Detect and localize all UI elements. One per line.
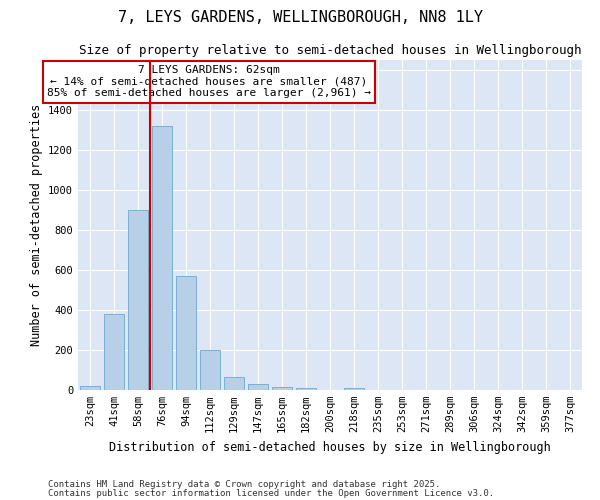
Bar — [176, 276, 196, 390]
Bar — [200, 350, 220, 390]
Bar — [296, 388, 316, 390]
Text: Contains public sector information licensed under the Open Government Licence v3: Contains public sector information licen… — [48, 488, 494, 498]
Title: Size of property relative to semi-detached houses in Wellingborough: Size of property relative to semi-detach… — [79, 44, 581, 58]
Bar — [248, 384, 268, 390]
Text: 7 LEYS GARDENS: 62sqm
← 14% of semi-detached houses are smaller (487)
85% of sem: 7 LEYS GARDENS: 62sqm ← 14% of semi-deta… — [47, 65, 371, 98]
Bar — [128, 210, 148, 390]
Bar — [344, 388, 364, 390]
Bar — [152, 126, 172, 390]
Bar — [80, 386, 100, 390]
X-axis label: Distribution of semi-detached houses by size in Wellingborough: Distribution of semi-detached houses by … — [109, 440, 551, 454]
Text: Contains HM Land Registry data © Crown copyright and database right 2025.: Contains HM Land Registry data © Crown c… — [48, 480, 440, 489]
Bar — [224, 377, 244, 390]
Y-axis label: Number of semi-detached properties: Number of semi-detached properties — [29, 104, 43, 346]
Bar — [272, 387, 292, 390]
Bar — [104, 314, 124, 390]
Text: 7, LEYS GARDENS, WELLINGBOROUGH, NN8 1LY: 7, LEYS GARDENS, WELLINGBOROUGH, NN8 1LY — [118, 10, 482, 25]
